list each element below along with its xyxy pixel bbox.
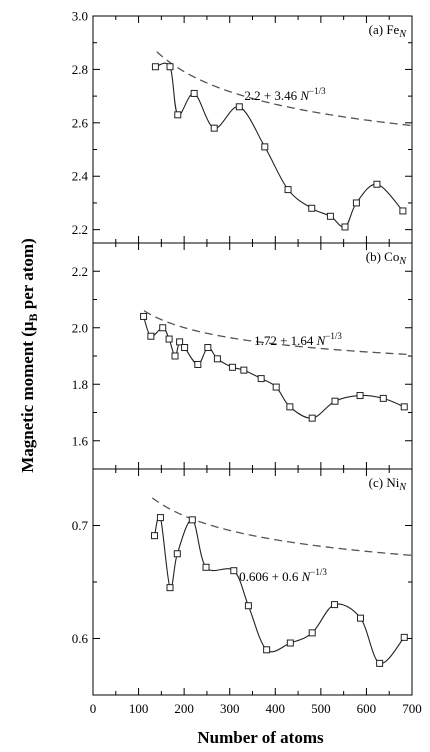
y-tick-label-fe: 3.0 [72,9,88,24]
x-tick-label: 400 [266,701,286,716]
data-point-ni [230,567,238,575]
data-point-co [272,383,280,391]
x-tick-label: 100 [129,701,149,716]
panel-frame-co [92,242,413,470]
data-point-fe [151,63,159,71]
fit-curve-ni [151,497,412,556]
data-point-fe [326,212,334,220]
y-tick-label-co: 1.8 [72,377,88,392]
data-point-fe [352,199,360,207]
data-point-ni [376,659,384,667]
series-line-co [143,316,405,419]
data-point-ni [357,614,365,622]
data-point-fe [284,186,292,194]
data-point-ni [173,550,181,558]
y-tick-label-fe: 2.4 [72,169,89,184]
data-point-ni [331,601,339,609]
data-point-fe [235,103,243,111]
data-point-co [308,414,316,422]
data-point-fe [261,143,269,151]
x-tick-label: 700 [402,701,422,716]
data-point-co [331,397,339,405]
data-point-co [379,394,387,402]
data-point-co [181,344,189,352]
x-tick-label: 200 [174,701,194,716]
data-point-co [356,392,364,400]
fit-formula-co: 1.72 + 1.64 N−1/3 [254,331,342,348]
data-point-ni [202,563,210,571]
x-tick-label: 0 [90,701,97,716]
data-point-co [228,363,236,371]
x-tick-label: 500 [311,701,331,716]
x-tick-label: 600 [357,701,377,716]
fit-curve-fe [156,51,413,127]
data-point-ni [244,602,252,610]
data-point-fe [341,223,349,231]
data-point-ni [308,629,316,637]
data-point-co [165,335,173,343]
data-point-fe [308,204,316,212]
y-tick-label-co: 2.0 [72,320,88,335]
data-point-co [400,403,408,411]
data-point-co [204,344,212,352]
y-tick-label-fe: 2.8 [72,62,88,77]
x-tick-label: 300 [220,701,240,716]
data-point-ni [286,639,294,647]
y-tick-label-fe: 2.6 [72,115,89,130]
data-point-fe [190,89,198,97]
y-tick-label-fe: 2.2 [72,222,88,237]
data-point-ni [400,633,408,641]
data-point-co [194,360,202,368]
data-point-co [213,355,221,363]
data-point-fe [166,63,174,71]
data-point-co [171,352,179,360]
data-point-co [140,312,148,320]
data-point-fe [174,111,182,119]
series-line-ni [153,515,405,664]
y-tick-label-co: 2.2 [72,264,88,279]
fit-formula-fe: 2.2 + 3.46 N−1/3 [244,86,326,103]
data-point-ni [151,532,159,540]
data-point-co [147,332,155,340]
data-point-co [257,375,265,383]
panel-label-fe: (a) FeN [369,22,408,40]
data-point-co [286,403,294,411]
data-point-co [159,324,167,332]
data-point-fe [399,207,407,215]
data-point-ni [188,516,196,524]
y-tick-label-ni: 0.7 [72,518,89,533]
fit-formula-ni: 0.606 + 0.6 N−1/3 [239,567,327,584]
fit-curve-co [143,310,413,356]
panel-frame-fe [92,15,413,244]
data-point-co [240,366,248,374]
data-point-fe [373,180,381,188]
y-tick-label-co: 1.6 [72,433,89,448]
data-point-fe [210,124,218,132]
data-point-co [176,338,184,346]
panel-label-co: (b) CoN [366,249,408,267]
y-axis-title: Magnetic moment (μB per atom) [18,238,40,473]
data-point-ni [156,514,164,522]
data-point-ni [263,646,271,654]
data-point-ni [166,584,174,592]
panel-label-ni: (c) NiN [369,475,408,493]
x-axis-title: Number of atoms [197,728,324,747]
y-tick-label-ni: 0.6 [72,631,89,646]
